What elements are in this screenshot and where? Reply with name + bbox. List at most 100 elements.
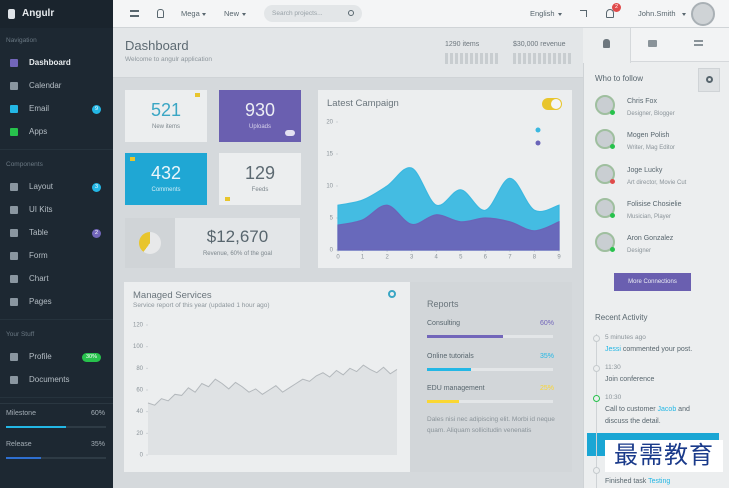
nav-item[interactable]: Calendar bbox=[29, 81, 62, 90]
person-status bbox=[610, 247, 615, 253]
nav-item[interactable]: Profile bbox=[29, 352, 52, 361]
nav-icon bbox=[10, 82, 18, 90]
more-connections[interactable]: More Connections bbox=[614, 273, 691, 291]
reports-panel bbox=[410, 282, 572, 472]
nav-item[interactable]: Documents bbox=[29, 375, 70, 384]
page-subtitle: Welcome to angulr application bbox=[125, 56, 212, 63]
nav-separator bbox=[0, 149, 113, 150]
page-header bbox=[113, 28, 583, 78]
language-menu[interactable]: English bbox=[530, 9, 555, 18]
nav-badge: 30% bbox=[82, 352, 101, 362]
nav-separator bbox=[0, 397, 113, 398]
nav-item[interactable]: Email bbox=[29, 104, 50, 113]
activity-time: 5 minutes ago bbox=[605, 334, 646, 341]
report-track bbox=[427, 367, 553, 371]
follow-title: Who to follow bbox=[595, 74, 644, 83]
timeline-dot bbox=[593, 395, 600, 402]
services-icon[interactable] bbox=[388, 290, 396, 298]
report-value: 60% bbox=[539, 320, 554, 327]
user-avatar[interactable] bbox=[691, 2, 715, 26]
stat-value: 930 bbox=[244, 100, 276, 120]
stat-label: New items bbox=[151, 124, 180, 130]
nav-icon bbox=[10, 275, 18, 283]
report-label: EDU management bbox=[427, 385, 485, 392]
person-name[interactable]: Aron Gonzalez bbox=[627, 235, 674, 243]
tile-marker bbox=[130, 157, 135, 161]
topbar-menu[interactable]: Mega bbox=[181, 9, 200, 18]
topbar-menu[interactable]: New bbox=[224, 9, 240, 18]
activity-desc: Join conference bbox=[605, 376, 655, 383]
tab-icon-swap[interactable] bbox=[694, 40, 703, 46]
person-role: Art director, Movie Cut bbox=[627, 179, 687, 186]
user-icon[interactable] bbox=[157, 9, 164, 18]
bell-icon[interactable] bbox=[606, 9, 614, 18]
person-name[interactable]: Joge Lucky bbox=[627, 166, 663, 174]
expand-icon[interactable] bbox=[580, 10, 587, 17]
report-label: Consulting bbox=[427, 320, 461, 327]
nav-item[interactable]: Pages bbox=[29, 297, 52, 306]
reports-title: Reports bbox=[427, 299, 459, 309]
nav-item[interactable]: Chart bbox=[29, 274, 49, 283]
settings-icon bbox=[706, 76, 713, 83]
activity-text: Join conference bbox=[605, 374, 713, 386]
cloud-icon bbox=[285, 130, 295, 136]
campaign-title: Latest Campaign bbox=[327, 98, 399, 109]
activity-link: Testing bbox=[648, 478, 671, 485]
nav-item[interactable]: Dashboard bbox=[29, 58, 71, 67]
nav-section-title: Your Stuff bbox=[6, 331, 35, 338]
user-name[interactable]: John.Smith bbox=[638, 9, 676, 18]
sidebar-progress-area bbox=[0, 403, 113, 404]
person-status bbox=[610, 110, 615, 115]
brand-logo bbox=[8, 9, 15, 19]
stat-label: Feeds bbox=[251, 187, 269, 193]
stat-tile bbox=[219, 153, 301, 205]
person-role: Writer, Mag Editor bbox=[627, 145, 675, 152]
menu-icon[interactable] bbox=[130, 10, 139, 17]
person-name[interactable]: Folisise Chosielie bbox=[627, 200, 682, 208]
tab-icon-chat[interactable] bbox=[648, 40, 657, 47]
tile-marker bbox=[195, 93, 200, 97]
services-subtitle: Service report of this year (updated 1 h… bbox=[133, 302, 270, 309]
person-name[interactable]: Mogen Polish bbox=[627, 132, 670, 140]
caret bbox=[202, 13, 206, 16]
campaign-panel bbox=[318, 90, 572, 268]
stat-tile bbox=[125, 153, 207, 205]
progress-fill bbox=[6, 426, 66, 428]
timeline-line bbox=[596, 334, 597, 488]
nav-item[interactable]: UI Kits bbox=[29, 205, 53, 214]
nav-item[interactable]: Form bbox=[29, 251, 48, 260]
activity-time: 11:30 bbox=[605, 364, 621, 371]
activity-link: Jessi bbox=[605, 346, 621, 353]
nav-icon bbox=[10, 206, 18, 214]
nav-item[interactable]: Table bbox=[29, 228, 49, 237]
report-value: 25% bbox=[539, 385, 554, 392]
notification-badge: 2 bbox=[612, 3, 621, 12]
tab-icon-user bbox=[603, 39, 610, 48]
report-value: 35% bbox=[539, 352, 554, 360]
revenue-pie bbox=[139, 232, 161, 254]
timeline-dot bbox=[593, 467, 600, 474]
person-status bbox=[610, 212, 615, 218]
caret bbox=[682, 13, 686, 16]
activity-desc: Finished task bbox=[605, 478, 647, 485]
nav-badge: 3 bbox=[92, 182, 101, 192]
timeline-dot bbox=[593, 365, 600, 372]
person-name[interactable]: Chris Fox bbox=[627, 98, 657, 105]
stat-label: Uploads bbox=[248, 124, 271, 130]
nav-icon bbox=[10, 376, 18, 384]
nav-badge: 9 bbox=[92, 104, 101, 114]
nav-item[interactable]: Apps bbox=[29, 127, 48, 136]
reports-text: Dales nisi nec adipiscing elit. Morbi id… bbox=[427, 416, 555, 434]
nav-badge: 2 bbox=[92, 228, 101, 238]
timeline-dot bbox=[593, 335, 600, 342]
sparkline-revenue bbox=[513, 53, 571, 64]
stat-value: 521 bbox=[150, 100, 182, 120]
progress-value: 60% bbox=[90, 410, 105, 417]
brand: Angulr bbox=[22, 8, 55, 19]
progress-value: 35% bbox=[90, 441, 105, 448]
nav-item[interactable]: Layout bbox=[29, 182, 54, 191]
header-stat: 1290 items bbox=[445, 41, 480, 48]
nav-icon bbox=[10, 353, 18, 361]
search-box[interactable] bbox=[264, 5, 362, 22]
